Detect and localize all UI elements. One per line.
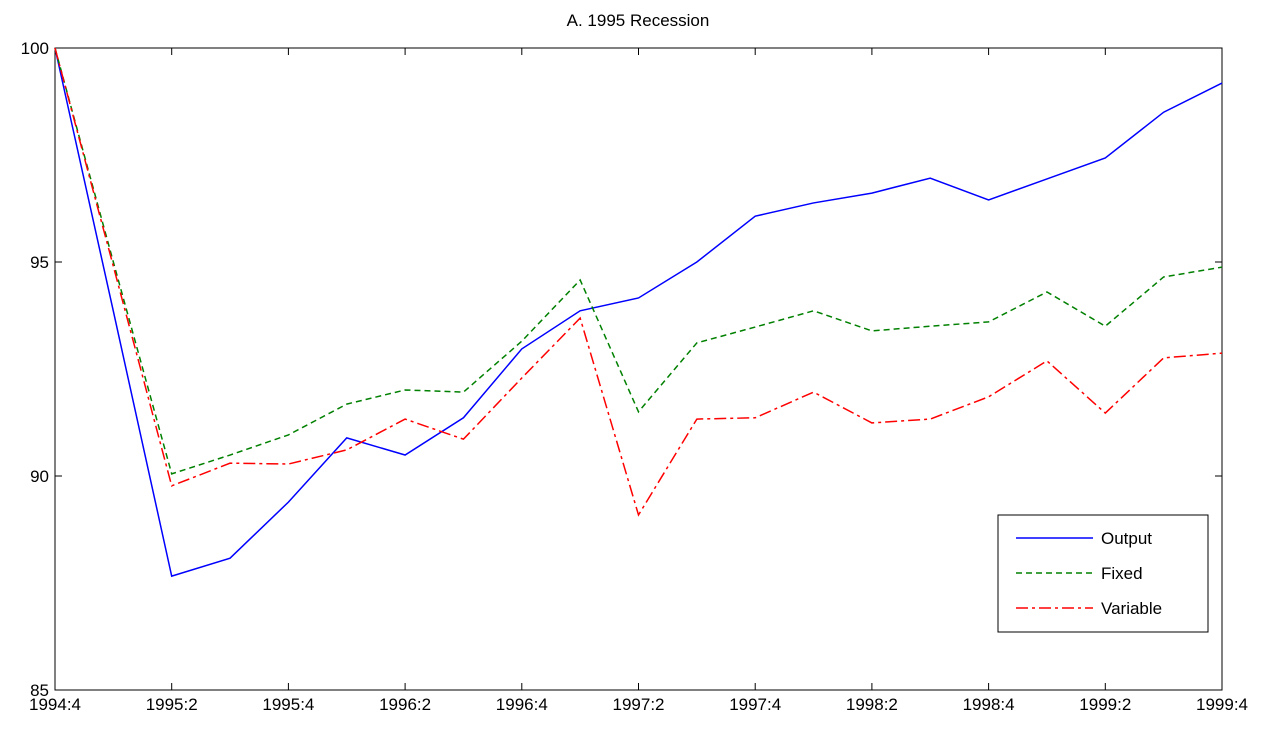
legend-label: Variable [1101, 599, 1162, 618]
chart-title: A. 1995 Recession [567, 11, 710, 30]
x-tick-label: 1997:4 [729, 695, 781, 714]
x-tick-label: 1995:4 [262, 695, 314, 714]
x-tick-label: 1995:2 [146, 695, 198, 714]
series-line [54, 47, 1223, 578]
y-tick-label: 85 [30, 681, 49, 700]
legend-box [997, 514, 1209, 633]
x-tick-label: 1998:4 [963, 695, 1015, 714]
x-tick-label: 1999:2 [1079, 695, 1131, 714]
y-tick-label: 90 [30, 467, 49, 486]
x-tick-label: 1994:4 [29, 695, 81, 714]
series-line [54, 47, 1223, 517]
x-tick-label: 1998:2 [846, 695, 898, 714]
series-line [54, 47, 1223, 475]
x-tick-label: 1999:4 [1196, 695, 1248, 714]
x-tick-label: 1997:2 [613, 695, 665, 714]
y-tick-label: 100 [21, 39, 49, 58]
x-tick-label: 1996:2 [379, 695, 431, 714]
x-tick-label: 1996:4 [496, 695, 548, 714]
y-tick-label: 95 [30, 253, 49, 272]
legend-label: Output [1101, 529, 1152, 548]
legend-label: Fixed [1101, 564, 1143, 583]
